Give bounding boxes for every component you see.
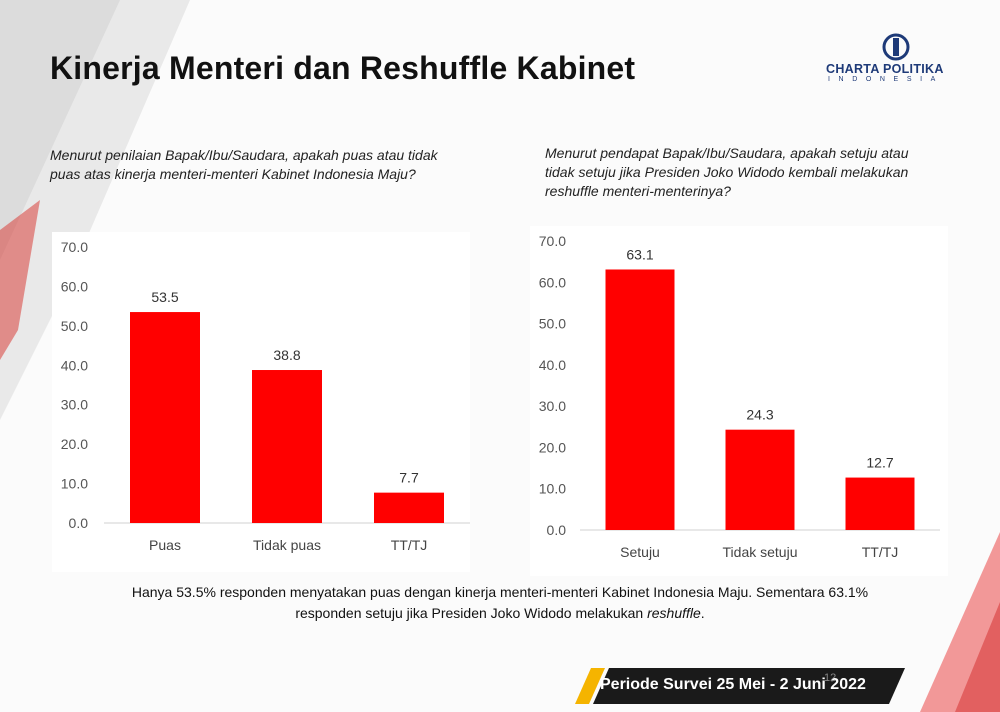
x-category-label: TT/TJ [862,544,899,560]
page-title: Kinerja Menteri dan Reshuffle Kabinet [50,50,636,86]
x-category-label: Tidak puas [253,537,321,553]
decorative-background-shape [0,0,190,420]
y-tick-label: 40.0 [539,357,566,373]
left-question: Menurut penilaian Bapak/Ibu/Saudara, apa… [50,147,438,182]
bar-setuju [605,269,675,530]
satisfaction-bar-chart: 0.0 10.0 20.0 30.0 40.0 50.0 60.0 70.0 53.5 Puas 3… [61,239,470,553]
y-tick-label: 20.0 [539,439,566,455]
logo-icon [882,33,910,61]
footer-band [575,668,905,704]
y-tick-label: 70.0 [539,233,566,249]
y-tick-label: 0.0 [69,515,89,531]
logo-subtitle: INDONESIA [828,76,944,83]
y-tick-label: 60.0 [539,274,566,290]
y-tick-label: 10.0 [539,481,566,497]
summary-line-2-italic: reshuffle [647,605,701,621]
x-category-label: TT/TJ [391,537,428,553]
y-tick-label: 30.0 [539,398,566,414]
summary-line-2: responden setuju jika Presiden Joko Wido… [60,603,940,624]
summary-line-2-prefix: responden setuju jika Presiden Joko Wido… [295,605,648,621]
left-chart-panel: 0.0 10.0 20.0 30.0 40.0 50.0 60.0 70.0 53.5 Puas 3… [52,232,470,572]
bar-value-label: 12.7 [866,455,893,471]
y-tick-label: 10.0 [61,476,88,492]
right-chart-panel: 0.0 10.0 20.0 30.0 40.0 50.0 60.0 70.0 63.1 Setuj… [530,226,948,576]
page-number: 12 [824,672,837,684]
bar-value-label: 63.1 [626,246,653,262]
y-tick-label: 70.0 [61,239,88,255]
bar-tt-tj [845,477,915,530]
y-tick-label: 0.0 [547,522,567,538]
bar-value-label: 7.7 [399,470,419,486]
bar-tidak-setuju [725,429,795,530]
summary-line-2-suffix: . [700,605,705,621]
bar-value-label: 38.8 [273,347,300,363]
y-tick-label: 50.0 [539,316,566,332]
y-tick-label: 50.0 [61,318,88,334]
y-tick-label: 40.0 [61,357,88,373]
x-category-label: Tidak setuju [723,544,798,560]
summary-line-1: Hanya 53.5% responden menyatakan puas de… [131,584,869,600]
bar-puas [130,312,200,523]
x-category-label: Puas [149,537,181,553]
right-question: Menurut pendapat Bapak/Ibu/Saudara, apak… [545,145,909,199]
bar-value-label: 24.3 [746,407,773,423]
y-tick-label: 60.0 [61,278,88,294]
decorative-corner-shape [920,532,1000,712]
reshuffle-bar-chart: 0.0 10.0 20.0 30.0 40.0 50.0 60.0 70.0 63.1 Setuj… [539,233,940,560]
bar-value-label: 53.5 [151,289,178,305]
summary-text: Hanya 53.5% responden menyatakan puas de… [60,582,940,624]
charta-politika-logo: CHARTA POLITIKA INDONESIA [822,32,972,87]
bar-tt-tj [374,492,444,523]
logo-wordmark: CHARTA POLITIKA [826,62,944,76]
y-tick-label: 30.0 [61,397,88,413]
bar-tidak-puas [252,370,322,523]
y-tick-label: 20.0 [61,436,88,452]
survey-period: Periode Survei 25 Mei - 2 Juni 2022 [600,676,866,693]
x-category-label: Setuju [620,544,660,560]
